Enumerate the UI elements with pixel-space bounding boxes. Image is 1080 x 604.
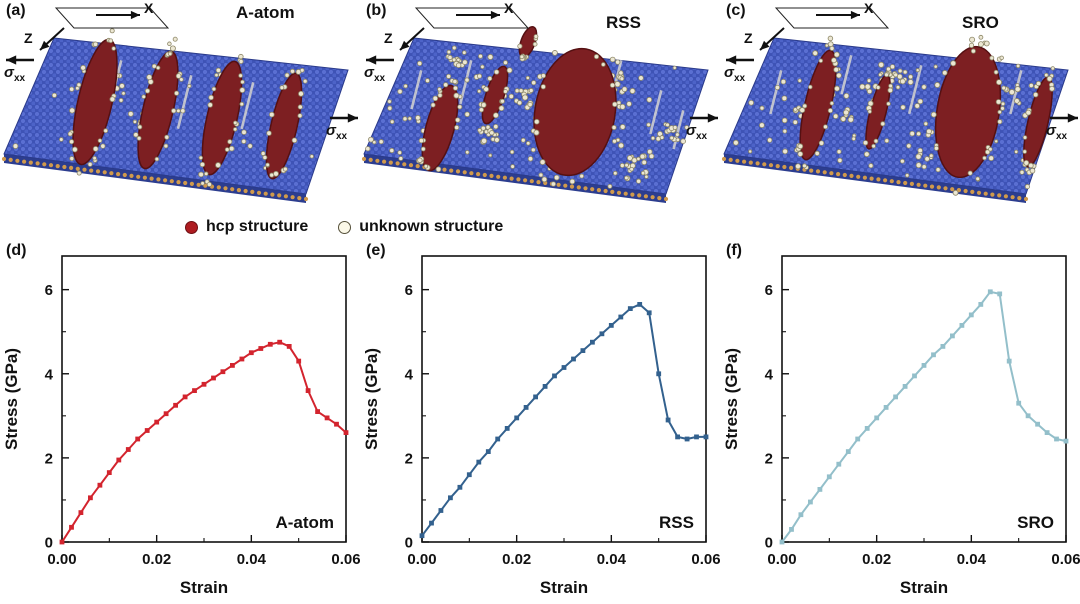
sim-panel-a-atom: (a) A-atom X Z σxx σxx bbox=[0, 0, 360, 212]
panel-label-b: (b) bbox=[366, 2, 387, 19]
svg-text:Stress (GPa): Stress (GPa) bbox=[2, 348, 21, 450]
stress-sigma-right: σxx bbox=[1046, 122, 1068, 142]
z-axis-label: Z bbox=[24, 30, 33, 46]
svg-text:0: 0 bbox=[765, 535, 773, 552]
svg-text:Strain: Strain bbox=[540, 578, 588, 597]
z-axis-label: Z bbox=[384, 30, 393, 46]
stress-sigma-right: σxx bbox=[686, 122, 708, 142]
svg-text:0.00: 0.00 bbox=[767, 551, 796, 568]
svg-text:6: 6 bbox=[765, 282, 773, 299]
z-axis-label: Z bbox=[744, 30, 753, 46]
stress-sigma-right: σxx bbox=[326, 122, 348, 142]
svg-text:0.02: 0.02 bbox=[862, 551, 891, 568]
svg-text:Strain: Strain bbox=[180, 578, 228, 597]
svg-text:6: 6 bbox=[405, 282, 413, 299]
svg-text:SRO: SRO bbox=[1017, 513, 1054, 532]
svg-text:2: 2 bbox=[45, 450, 53, 467]
svg-text:4: 4 bbox=[765, 366, 774, 383]
svg-text:0: 0 bbox=[405, 535, 413, 552]
svg-text:0.00: 0.00 bbox=[407, 551, 436, 568]
stress-sigma-left: σxx bbox=[364, 64, 386, 84]
stress-strain-chart-a-atom: 0.00 0.02 0.04 0.06 0 2 4 6 Strain Stress (GPa) A-… bbox=[2, 255, 360, 597]
simulation-render-sro bbox=[721, 7, 1078, 203]
svg-text:0.06: 0.06 bbox=[1051, 551, 1080, 568]
svg-text:Strain: Strain bbox=[900, 578, 948, 597]
svg-text:RSS: RSS bbox=[659, 513, 694, 532]
panel-title-a-atom: A-atom bbox=[236, 3, 295, 22]
simulation-render-rss bbox=[361, 7, 718, 203]
svg-text:0.06: 0.06 bbox=[691, 551, 720, 568]
stress-sigma-left: σxx bbox=[4, 64, 26, 84]
svg-text:Stress (GPa): Stress (GPa) bbox=[362, 348, 381, 450]
simulation-render-a-atom bbox=[1, 7, 358, 203]
svg-text:0.04: 0.04 bbox=[237, 551, 267, 568]
chart-panel-sro: 0.00 0.02 0.04 0.06 0 2 4 6 Strain Stress (GPa) SR… bbox=[720, 242, 1080, 604]
x-axis-label: X bbox=[144, 0, 154, 16]
x-axis-label: X bbox=[504, 0, 514, 16]
hcp-marker-icon bbox=[185, 220, 198, 234]
svg-text:0: 0 bbox=[45, 535, 53, 552]
svg-text:6: 6 bbox=[45, 282, 53, 299]
chart-row: 0.00 0.02 0.04 0.06 0 2 4 6 Strain Stress (GPa) A-… bbox=[0, 242, 1080, 604]
svg-text:A-atom: A-atom bbox=[275, 513, 334, 532]
svg-text:0.02: 0.02 bbox=[502, 551, 531, 568]
svg-text:Stress (GPa): Stress (GPa) bbox=[722, 348, 741, 450]
chart-panel-rss: 0.00 0.02 0.04 0.06 0 2 4 6 Strain Stress (GPa) RS… bbox=[360, 242, 720, 604]
svg-text:0.04: 0.04 bbox=[597, 551, 627, 568]
stress-sigma-left: σxx bbox=[724, 64, 746, 84]
svg-text:2: 2 bbox=[405, 450, 413, 467]
svg-text:2: 2 bbox=[765, 450, 773, 467]
x-axis-label: X bbox=[864, 0, 874, 16]
legend-item-unknown: unknown structure bbox=[338, 218, 503, 236]
panel-title-rss: RSS bbox=[606, 13, 641, 32]
panel-title-sro: SRO bbox=[962, 13, 999, 32]
chart-panel-a-atom: 0.00 0.02 0.04 0.06 0 2 4 6 Strain Stress (GPa) A-… bbox=[0, 242, 360, 604]
stress-strain-chart-sro: 0.00 0.02 0.04 0.06 0 2 4 6 Strain Stress (GPa) SR… bbox=[722, 255, 1080, 597]
sim-panel-sro: (c) SRO X Z σxx σxx bbox=[720, 0, 1080, 212]
svg-text:0.02: 0.02 bbox=[142, 551, 171, 568]
panel-label-e: (e) bbox=[366, 242, 386, 259]
panel-label-d: (d) bbox=[6, 242, 27, 259]
panel-label-c: (c) bbox=[726, 2, 746, 19]
svg-text:4: 4 bbox=[45, 366, 54, 383]
svg-text:0.06: 0.06 bbox=[331, 551, 360, 568]
simulation-row: (a) A-atom X Z σxx σxx (b) RSS X Z σxx σ… bbox=[0, 0, 1080, 212]
svg-text:0.00: 0.00 bbox=[47, 551, 76, 568]
panel-label-f: (f) bbox=[726, 242, 742, 259]
sim-panel-rss: (b) RSS X Z σxx σxx bbox=[360, 0, 720, 212]
legend-hcp-label: hcp structure bbox=[206, 218, 309, 235]
legend-item-hcp: hcp structure bbox=[185, 218, 308, 236]
unknown-marker-icon bbox=[338, 220, 352, 234]
structure-legend: hcp structure unknown structure bbox=[0, 212, 1080, 242]
panel-label-a: (a) bbox=[6, 2, 26, 19]
stress-strain-chart-rss: 0.00 0.02 0.04 0.06 0 2 4 6 Strain Stress (GPa) RS… bbox=[362, 255, 720, 597]
svg-text:4: 4 bbox=[405, 366, 414, 383]
svg-text:0.04: 0.04 bbox=[957, 551, 987, 568]
legend-unknown-label: unknown structure bbox=[359, 218, 504, 235]
